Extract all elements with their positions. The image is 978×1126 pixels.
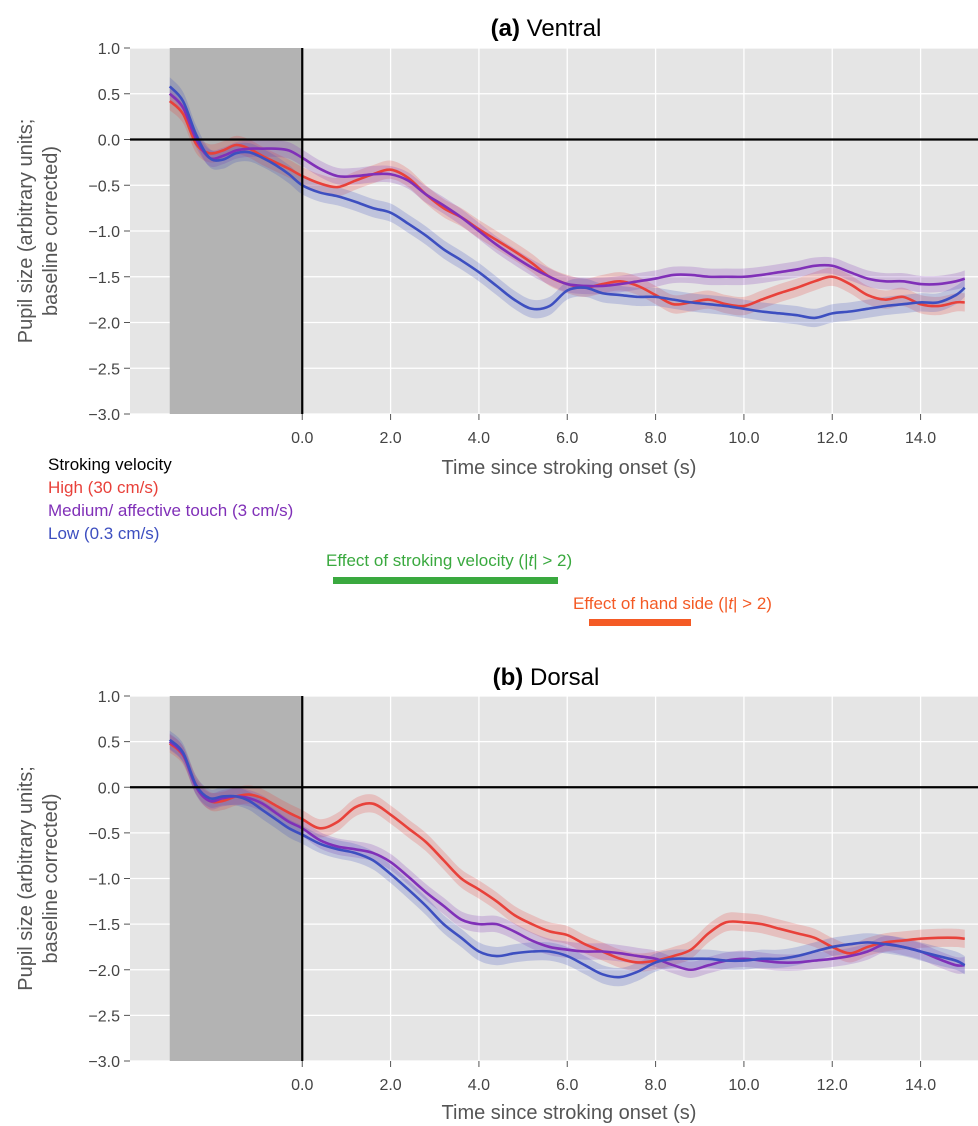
panel-title: (b) Dorsal [493, 664, 600, 691]
legend-title: Stroking velocity [48, 455, 172, 474]
effect-hand-label-post: | > 2) [733, 594, 772, 613]
legend-item-high: High (30 cm/s) [48, 478, 159, 497]
y-axis-label-line: Pupil size (arbitrary units; [15, 766, 37, 991]
panel-ventral: 1.0 0.5 0.0 −0.5 −1.0 −1.5 −2.0 −2.5 −3.0 0.0 2.0 4… [15, 15, 978, 479]
y-tick-label: 0.5 [98, 735, 120, 752]
x-tick-label: 12.0 [817, 1077, 848, 1094]
y-axis-label-line: baseline corrected) [40, 146, 62, 316]
panel-title-letter: (b) [493, 664, 524, 691]
y-tick-label: −0.5 [88, 826, 120, 843]
x-tick-label: 4.0 [468, 430, 490, 447]
effect-hand-bar [589, 619, 691, 626]
y-tick-label: −2.5 [88, 1008, 120, 1025]
panel-dorsal: 1.0 0.5 0.0 −0.5 −1.0 −1.5 −2.0 −2.5 −3.0 0.0 2.0 4… [15, 664, 978, 1124]
effect-velocity-label-pre: Effect of stroking velocity (| [326, 551, 529, 570]
x-tick-label: 8.0 [644, 1077, 666, 1094]
y-tick-label: −3.0 [88, 1054, 120, 1071]
y-tick-label: −0.5 [88, 178, 120, 195]
series-line-medium [168, 740, 965, 972]
y-tick-label: 0.5 [98, 87, 120, 104]
legend-item-low: Low (0.3 cm/s) [48, 524, 160, 543]
panel-title-text: Dorsal [523, 664, 599, 691]
y-tick-label: −2.0 [88, 963, 120, 980]
x-tick-label: 10.0 [728, 430, 759, 447]
x-tick-label: 4.0 [468, 1077, 490, 1094]
confidence-band-medium [169, 85, 965, 295]
y-axis-label: Pupil size (arbitrary units; baseline cor… [15, 119, 62, 344]
x-tick-label: 0.0 [291, 1077, 313, 1094]
y-tick-label: 0.0 [98, 780, 120, 797]
x-tick-label: 2.0 [379, 430, 401, 447]
x-tick-label: 12.0 [817, 430, 848, 447]
pre-onset-shade [169, 696, 303, 1061]
x-tick-label: 2.0 [379, 1077, 401, 1094]
y-tick-label: 0.0 [98, 133, 120, 150]
effect-velocity-label-post: | > 2) [533, 551, 573, 570]
y-tick-label: −1.0 [88, 224, 120, 241]
x-tick-label: 14.0 [905, 1077, 936, 1094]
y-axis-label: Pupil size (arbitrary units; baseline cor… [15, 766, 62, 991]
effect-velocity-bar [333, 577, 559, 584]
y-tick-label: −3.0 [88, 407, 120, 424]
y-tick-label: −1.5 [88, 917, 120, 934]
legend: Stroking velocity High (30 cm/s) Medium/… [48, 453, 293, 545]
x-tick-label: 8.0 [644, 430, 666, 447]
y-tick-label: 1.0 [98, 41, 120, 58]
effect-hand-label-pre: Effect of hand side (| [573, 594, 729, 613]
x-tick-label: 14.0 [905, 430, 936, 447]
y-axis-label-line: Pupil size (arbitrary units; [15, 119, 37, 344]
effect-hand-label-t: t [728, 594, 734, 613]
y-tick-label: −2.0 [88, 316, 120, 333]
confidence-band-high [169, 734, 965, 972]
y-tick-label: −1.0 [88, 872, 120, 889]
panel-title: (a) Ventral [491, 15, 602, 42]
x-axis-label: Time since stroking onset (s) [442, 457, 697, 479]
y-axis-label-line: baseline corrected) [40, 793, 62, 963]
series-line-low [168, 738, 966, 979]
panel-title-text: Ventral [520, 15, 601, 42]
y-tick-label: −1.5 [88, 270, 120, 287]
effect-velocity-label-t: t [528, 551, 534, 570]
effect-velocity-label: Effect of stroking velocity (|t| > 2) [326, 551, 572, 571]
x-tick-label: 0.0 [291, 430, 313, 447]
x-tick-label: 6.0 [556, 1077, 578, 1094]
y-tick-label: −2.5 [88, 361, 120, 378]
effect-hand-label: Effect of hand side (|t| > 2) [573, 594, 772, 614]
panel-title-letter: (a) [491, 15, 520, 42]
series-line-medium [168, 92, 966, 288]
pre-onset-shade [169, 48, 303, 414]
x-axis-label: Time since stroking onset (s) [442, 1102, 697, 1124]
series-line-low [168, 85, 966, 320]
confidence-band-low [169, 77, 965, 328]
x-tick-label: 10.0 [728, 1077, 759, 1094]
confidence-band-high [169, 91, 965, 316]
y-tick-label: 1.0 [98, 689, 120, 706]
legend-item-medium: Medium/ affective touch (3 cm/s) [48, 501, 294, 520]
x-tick-label: 6.0 [556, 430, 578, 447]
